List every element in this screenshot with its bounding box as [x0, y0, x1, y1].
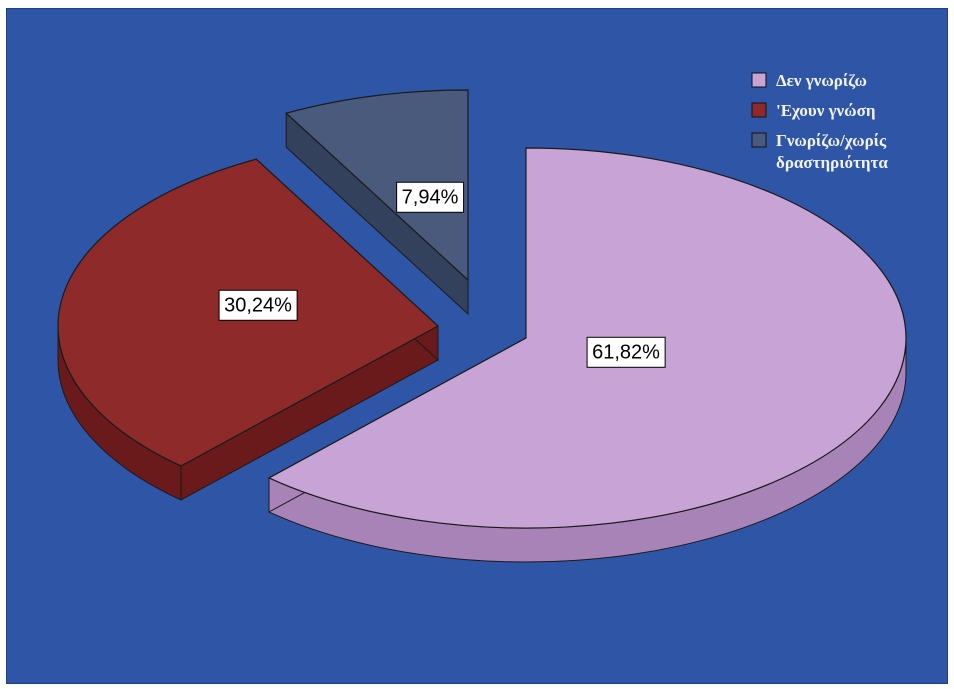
data-label-text: 61,82%: [592, 341, 660, 363]
chart-area: 61,82% 30,24% 7,94% Δεν γνωρίζω 'Εχουν γνώση…: [6, 8, 948, 684]
legend: Δεν γνωρίζω 'Εχουν γνώση Γνωρίζω/χωρίς δρασ…: [751, 71, 888, 172]
legend-label: δραστηριότητα: [776, 153, 888, 172]
data-label-text: 30,24%: [224, 294, 292, 316]
legend-swatch: [751, 102, 767, 118]
data-label: 7,94%: [396, 181, 465, 213]
data-label-box: [586, 336, 666, 368]
pie-chart: 61,82% 30,24% 7,94% Δεν γνωρίζω 'Εχουν γνώση…: [57, 71, 907, 563]
legend-swatch: [751, 72, 767, 88]
data-label: 30,24%: [218, 289, 298, 321]
legend-swatch: [751, 132, 767, 148]
legend-label: Δεν γνωρίζω: [776, 71, 867, 90]
legend-label: Γνωρίζω/χωρίς: [776, 131, 887, 150]
data-label-box: [396, 181, 465, 213]
slice-γνωρίζω-χωρίς-δραστηριότητα[interactable]: [284, 89, 469, 282]
data-label-box: [218, 289, 298, 321]
data-label-text: 7,94%: [402, 186, 459, 208]
legend-label: 'Εχουν γνώση: [776, 101, 875, 120]
data-label: 61,82%: [586, 336, 666, 368]
